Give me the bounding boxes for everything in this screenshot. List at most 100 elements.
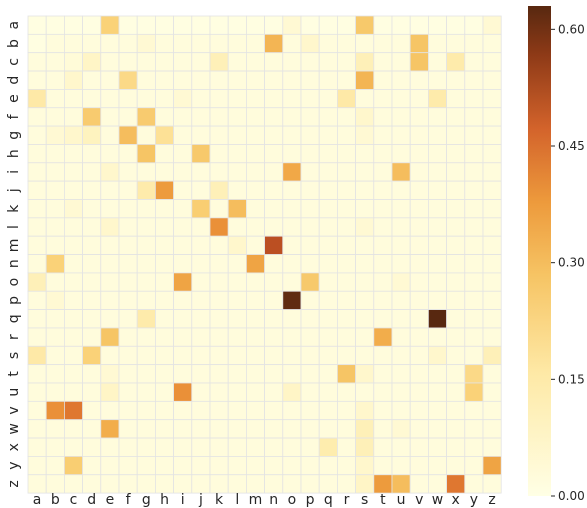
heatmap-cell-t-v [409,364,429,384]
y-tick-label-w: w [6,423,22,434]
heatmap-cell-k-l [227,199,247,219]
heatmap-cell-p-r [336,290,356,311]
heatmap-cell-g-g [136,125,156,145]
heatmap-cell-e-t [373,89,393,109]
heatmap-cell-i-b [45,162,65,182]
heatmap-cell-z-h [154,474,174,494]
heatmap-cell-y-l [227,455,247,476]
heatmap-cell-y-q [318,455,338,476]
heatmap-cell-z-o [282,474,302,494]
heatmap-cell-x-x [446,437,466,457]
heatmap-cell-i-w [427,162,447,182]
heatmap-cell-k-q [318,199,338,219]
heatmap-cell-f-i [173,107,193,127]
heatmap-cell-u-a [27,382,47,402]
heatmap-cell-c-t [373,52,393,72]
heatmap-cell-u-s [355,382,375,402]
heatmap-cell-i-j [191,162,211,182]
heatmap-cell-r-d [82,327,102,347]
heatmap-cell-i-a [27,162,47,182]
colorbar-ticks: 0.00 0.15 0.30 0.45 0.60 [551,22,585,503]
heatmap-cell-y-s [355,455,375,476]
heatmap-cell-d-q [318,70,338,90]
heatmap-cell-c-h [154,52,174,72]
heatmap-cell-g-j [191,125,211,145]
heatmap-cell-p-t [373,290,393,311]
heatmap-cell-w-u [391,419,411,439]
heatmap-cell-f-u [391,107,411,127]
x-tick-label-c: c [70,492,78,508]
heatmap-cell-o-i [173,272,193,292]
heatmap-cell-u-o [282,382,302,402]
heatmap-cell-z-k [209,474,229,494]
heatmap-cell-n-m [245,254,265,274]
heatmap-cell-f-s [355,107,375,127]
heatmap-cell-f-h [154,107,174,127]
y-tick-label-t: t [6,371,22,377]
y-tick-label-f: f [6,113,22,119]
heatmap-cell-c-d [82,52,102,72]
heatmap-cell-q-w [427,309,447,329]
heatmap-cell-u-w [427,382,447,402]
heatmap-cell-h-r [336,144,356,164]
x-tick-label-t: t [380,492,386,508]
heatmap-cell-d-o [282,70,302,90]
x-tick-label-u: u [397,492,406,508]
heatmap-cell-u-m [245,382,265,402]
heatmap-cell-r-c [64,327,84,347]
heatmap-cell-s-h [154,345,174,366]
heatmap-cell-i-y [464,162,484,182]
heatmap-cell-s-j [191,345,211,366]
heatmap-cell-z-c [64,474,84,494]
heatmap-cell-q-a [27,309,47,329]
heatmap-cell-y-x [446,455,466,476]
heatmap-cell-b-b [45,33,65,54]
heatmap-cell-x-n [264,437,284,457]
heatmap-cell-h-f [118,144,138,164]
y-tick-label-l: l [6,225,22,229]
heatmap-cell-z-f [118,474,138,494]
heatmap-cell-z-g [136,474,156,494]
heatmap-cell-k-m [245,199,265,219]
heatmap-cell-m-j [191,235,211,255]
heatmap-cell-r-t [373,327,393,347]
heatmap-cell-y-m [245,455,265,476]
heatmap-cell-g-v [409,125,429,145]
heatmap-cell-e-g [136,89,156,109]
heatmap-cell-o-c [64,272,84,292]
heatmap-cell-m-u [391,235,411,255]
heatmap-cell-k-k [209,199,229,219]
heatmap-cell-i-s [355,162,375,182]
heatmap-cell-k-b [45,199,65,219]
heatmap-cell-e-b [45,89,65,109]
heatmap-cell-h-v [409,144,429,164]
heatmap-cell-z-r [336,474,356,494]
heatmap-cell-o-d [82,272,102,292]
heatmap-cell-w-s [355,419,375,439]
heatmap-cell-t-j [191,364,211,384]
y-tick-label-k: k [6,204,22,213]
heatmap-cell-z-l [227,474,247,494]
heatmap-cell-b-g [136,33,156,54]
heatmap-cell-j-r [336,180,356,200]
heatmap-cell-l-w [427,217,447,237]
heatmap-cell-i-v [409,162,429,182]
heatmap-cell-d-c [64,70,84,90]
heatmap-cell-m-g [136,235,156,255]
heatmap-cell-u-p [300,382,320,402]
heatmap-cell-e-f [118,89,138,109]
colorbar [528,6,551,496]
heatmap-cell-l-p [300,217,320,237]
heatmap-cell-k-c [64,199,84,219]
heatmap-cell-t-u [391,364,411,384]
heatmap-cell-a-p [300,15,320,35]
heatmap-cell-k-a [27,199,47,219]
y-tick-label-h: h [6,149,22,158]
heatmap-cell-a-h [154,15,174,35]
heatmap-cell-o-e [100,272,120,292]
heatmap-cell-u-h [154,382,174,402]
heatmap-cell-f-t [373,107,393,127]
heatmap-cell-m-o [282,235,302,255]
heatmap-cell-k-o [282,199,302,219]
